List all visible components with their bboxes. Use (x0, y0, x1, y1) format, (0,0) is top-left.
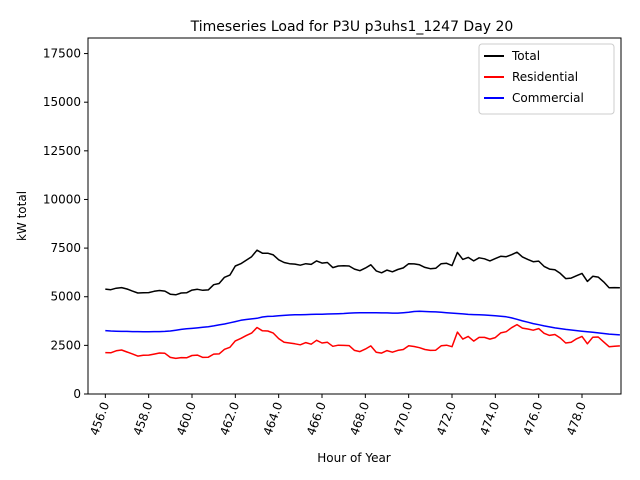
series-line-total (105, 249, 620, 296)
y-tick-label: 5000 (50, 290, 81, 304)
y-tick-label: 10000 (43, 192, 81, 206)
y-tick-label: 15000 (43, 95, 81, 109)
legend-box (478, 43, 615, 115)
y-tick-label: 12500 (43, 144, 81, 158)
series-line-commercial (105, 310, 620, 336)
y-axis-label: kW total (15, 191, 29, 241)
chart-title: Timeseries Load for P3U p3uhs1_1247 Day … (190, 19, 514, 35)
x-axis-label: Hour of Year (317, 451, 391, 465)
legend-label-residential: Residential (512, 70, 578, 84)
legend-label-total: Total (511, 49, 540, 63)
y-axis: 0 2500 5000 7500 10000 12500 15000 17500 (43, 47, 88, 401)
plot-series-group (105, 249, 620, 360)
plot-area-frame (87, 37, 622, 395)
legend-label-commercial: Commercial (512, 91, 584, 105)
legend: Total Residential Commercial (478, 43, 615, 115)
y-tick-label: 7500 (50, 241, 81, 255)
y-tick-label: 0 (73, 387, 81, 401)
y-tick-label: 2500 (50, 338, 81, 352)
series-line-residential (105, 323, 620, 360)
y-tick-label: 17500 (43, 47, 81, 61)
